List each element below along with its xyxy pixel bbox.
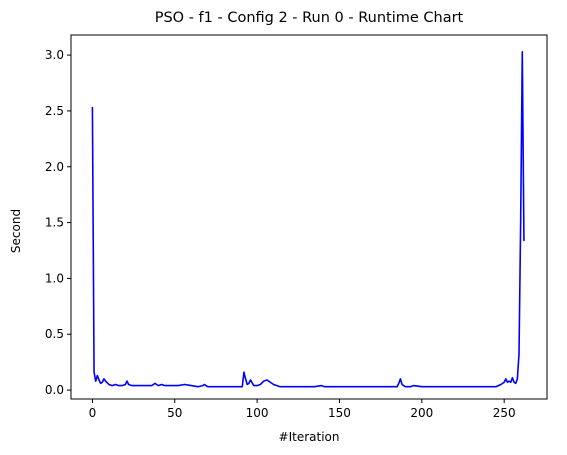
runtime-series-line xyxy=(91,50,525,388)
x-tick-label: 150 xyxy=(328,406,351,420)
x-axis-label: #Iteration xyxy=(279,430,340,444)
y-tick-label: 2.5 xyxy=(45,104,64,118)
plot-area: 0 50 100 150 200 250 0.0 0.5 1.0 1.5 2.0 2.5 3.0 xyxy=(45,34,548,420)
y-tick-label: 3.0 xyxy=(45,48,64,62)
x-tick-label: 250 xyxy=(493,406,516,420)
x-tick-label: 50 xyxy=(167,406,182,420)
y-tick-label: 1.5 xyxy=(45,216,64,230)
y-tick-label: 1.0 xyxy=(45,271,64,285)
y-tick-label: 2.0 xyxy=(45,160,64,174)
y-tick-label: 0.5 xyxy=(45,327,64,341)
x-tick-label: 100 xyxy=(246,406,269,420)
y-axis-label: Second xyxy=(9,209,23,253)
plot-frame xyxy=(70,34,548,400)
chart-title: PSO - f1 - Config 2 - Run 0 - Runtime Ch… xyxy=(155,10,464,26)
x-tick-label: 0 xyxy=(89,406,97,420)
y-tick-label: 0.0 xyxy=(45,383,64,397)
x-tick-label: 200 xyxy=(410,406,433,420)
